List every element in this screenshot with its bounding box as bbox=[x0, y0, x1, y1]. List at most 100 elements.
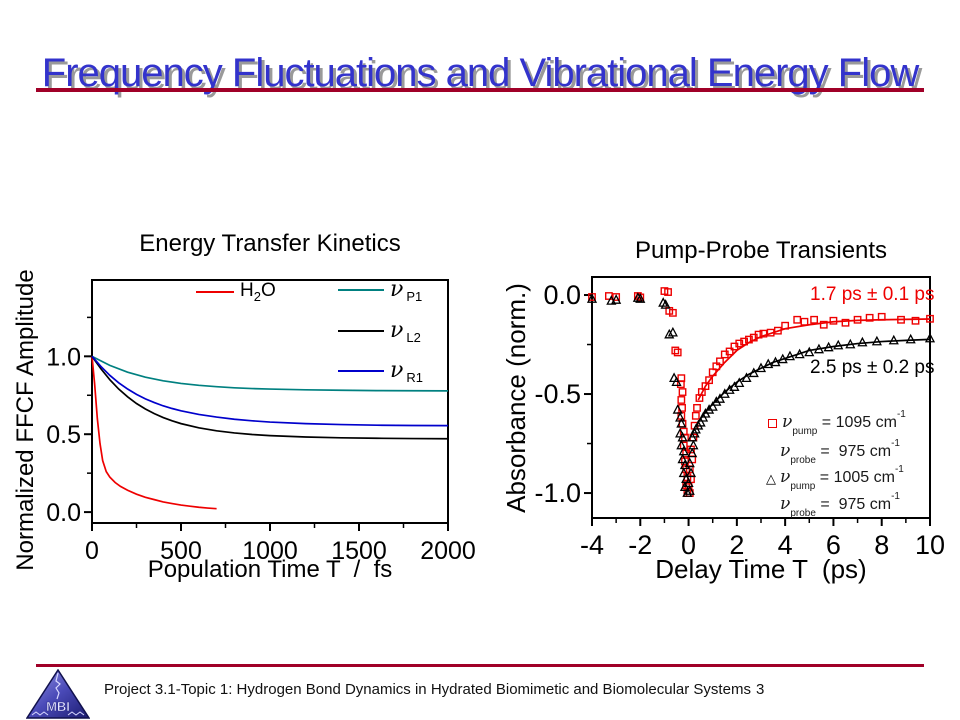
open-square-marker bbox=[897, 315, 905, 324]
x-tick-label: 8 bbox=[874, 530, 889, 560]
open-square-marker bbox=[735, 339, 744, 348]
x-tick-label: 500 bbox=[160, 537, 202, 565]
footer-project-label: Project 3.1-Topic 1: Hydrogen Bond Dynam… bbox=[104, 681, 751, 698]
series-nu_R1 bbox=[91, 355, 449, 427]
open-triangle-marker bbox=[748, 367, 759, 378]
logo-wave-left-icon bbox=[31, 711, 49, 716]
open-triangle-marker bbox=[611, 294, 622, 304]
legend-label-h2o: H2O bbox=[240, 280, 276, 304]
open-triangle-marker bbox=[871, 335, 882, 346]
series-H2O bbox=[91, 356, 217, 510]
open-triangle-marker bbox=[833, 339, 844, 350]
x-tick-label: 0 bbox=[85, 537, 99, 565]
y-tick-label: 1.0 bbox=[46, 343, 81, 371]
open-triangle-marker bbox=[677, 431, 688, 442]
legend-row-probe-975-b: νprobe = 975 cm-1 bbox=[780, 490, 900, 520]
x-tick-label: 1500 bbox=[331, 537, 387, 565]
legend-label-nu-r1: ν R1 bbox=[390, 358, 423, 385]
x-tick-label: -2 bbox=[628, 530, 652, 560]
open-triangle-marker bbox=[660, 299, 671, 309]
slide-title: Frequency Fluctuations and Vibrational E… bbox=[41, 50, 919, 95]
open-square-marker bbox=[612, 293, 621, 301]
open-square-marker bbox=[774, 326, 782, 335]
open-square-marker bbox=[766, 328, 775, 337]
open-square-marker bbox=[664, 288, 672, 296]
open-triangle-marker bbox=[683, 477, 694, 487]
open-triangle-marker bbox=[676, 417, 687, 428]
open-square-marker bbox=[676, 380, 685, 389]
legend-item-nu-p1: ν P1 bbox=[338, 277, 422, 304]
open-square-marker bbox=[810, 315, 819, 324]
y-tick-label: -1.0 bbox=[534, 478, 581, 508]
open-square-marker bbox=[793, 315, 802, 324]
x-tick-label: 6 bbox=[826, 530, 841, 560]
open-square-marker bbox=[781, 321, 790, 330]
series-nu_L2 bbox=[91, 355, 449, 440]
y-tick-label: -0.5 bbox=[534, 379, 581, 409]
open-triangle-marker bbox=[672, 404, 683, 414]
open-square-icon bbox=[768, 418, 777, 428]
open-square-marker bbox=[829, 316, 838, 325]
legend-row-pump-1005: △ νpump = 1005 cm-1 bbox=[762, 464, 904, 493]
x-tick-label: -4 bbox=[580, 530, 604, 560]
open-square-marker bbox=[677, 396, 686, 404]
y-tick-label: 0.0 bbox=[46, 499, 81, 527]
pump-probe-plot: -4 -2 0 2 4 6 8 10 0.0 -0.5 -1.0 bbox=[534, 276, 945, 560]
open-triangle-marker bbox=[823, 341, 834, 352]
open-square-marker bbox=[800, 317, 809, 326]
open-triangle-marker bbox=[632, 292, 643, 302]
open-triangle-marker bbox=[677, 453, 688, 464]
left-chart-ylabel: Normalized FFCF Amplitude bbox=[12, 269, 39, 571]
fit-annotation-2.5ps: 2.5 ps ± 0.2 ps bbox=[810, 357, 935, 378]
open-triangle-marker bbox=[845, 338, 856, 349]
logo-pulse-icon bbox=[55, 672, 61, 700]
legend-line-h2o bbox=[196, 290, 234, 293]
open-square-marker bbox=[705, 376, 713, 385]
series-nu_P1 bbox=[91, 355, 449, 392]
open-triangle-marker bbox=[664, 328, 675, 339]
x-tick-label: 10 bbox=[915, 530, 945, 560]
open-triangle-marker bbox=[794, 348, 805, 359]
open-square-marker bbox=[605, 292, 613, 300]
open-triangle-marker bbox=[888, 334, 899, 345]
open-square-marker bbox=[877, 312, 886, 321]
open-triangle-marker bbox=[905, 333, 916, 344]
open-square-marker bbox=[853, 315, 862, 324]
open-triangle-marker bbox=[714, 393, 726, 403]
open-triangle-marker bbox=[857, 336, 868, 347]
open-square-marker bbox=[841, 318, 850, 327]
open-square-marker bbox=[671, 346, 680, 355]
open-triangle-marker bbox=[755, 362, 767, 373]
open-triangle-marker bbox=[693, 419, 704, 430]
open-square-marker bbox=[740, 337, 749, 346]
x-tick-label: 1000 bbox=[242, 537, 298, 565]
open-triangle-icon: △ bbox=[766, 470, 776, 486]
x-tick-label: 4 bbox=[778, 530, 793, 560]
open-square-marker bbox=[759, 329, 768, 338]
open-triangle-marker bbox=[695, 416, 706, 427]
open-square-marker bbox=[926, 314, 934, 323]
open-triangle-marker bbox=[777, 353, 788, 364]
open-square-marker bbox=[691, 411, 700, 420]
legend-line-nu-l2 bbox=[338, 330, 384, 333]
x-tick-label: 0 bbox=[681, 530, 696, 560]
legend-item-nu-l2: ν L2 bbox=[338, 318, 421, 345]
open-triangle-marker bbox=[635, 293, 646, 303]
right-chart-xlabel: Delay Time T (ps) bbox=[655, 554, 867, 584]
left-chart-xlabel: Population Time T / fs bbox=[147, 556, 393, 583]
open-triangle-marker bbox=[678, 467, 689, 478]
open-square-marker bbox=[673, 348, 682, 357]
y-tick-label: 0.5 bbox=[46, 421, 81, 449]
legend-line-nu-r1 bbox=[338, 370, 384, 373]
open-triangle-marker bbox=[671, 376, 682, 387]
open-triangle-marker bbox=[711, 396, 722, 406]
open-triangle-marker bbox=[676, 439, 687, 450]
open-triangle-marker bbox=[687, 447, 698, 458]
open-triangle-marker bbox=[813, 343, 825, 354]
open-triangle-marker bbox=[784, 350, 796, 361]
right-chart-title: Pump-Probe Transients bbox=[634, 237, 888, 264]
legend-row-pump-1095: νpump = 1095 cm-1 bbox=[762, 409, 906, 437]
open-square-marker bbox=[911, 316, 920, 325]
open-square-marker bbox=[754, 330, 763, 339]
open-triangle-marker bbox=[678, 445, 689, 456]
